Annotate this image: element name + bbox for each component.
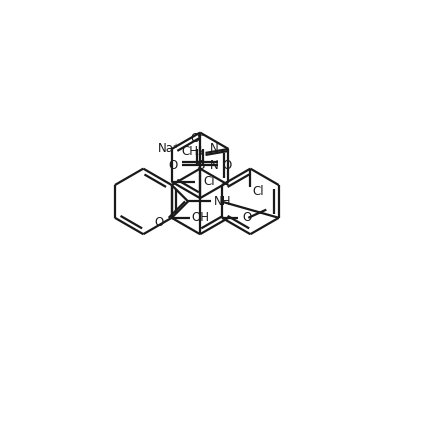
Text: NH: NH (214, 195, 232, 208)
Text: O: O (242, 211, 252, 224)
Text: Cl: Cl (252, 185, 264, 198)
Text: Na⁺: Na⁺ (158, 142, 181, 155)
Text: O⁻: O⁻ (190, 132, 206, 145)
Text: N: N (210, 159, 219, 172)
Text: S: S (196, 159, 204, 172)
Text: OH: OH (192, 211, 210, 224)
Text: O: O (154, 216, 164, 229)
Text: Cl: Cl (203, 175, 215, 188)
Text: O: O (222, 159, 232, 172)
Text: CH₃: CH₃ (182, 145, 203, 159)
Text: N: N (210, 142, 219, 155)
Text: O: O (169, 159, 178, 172)
